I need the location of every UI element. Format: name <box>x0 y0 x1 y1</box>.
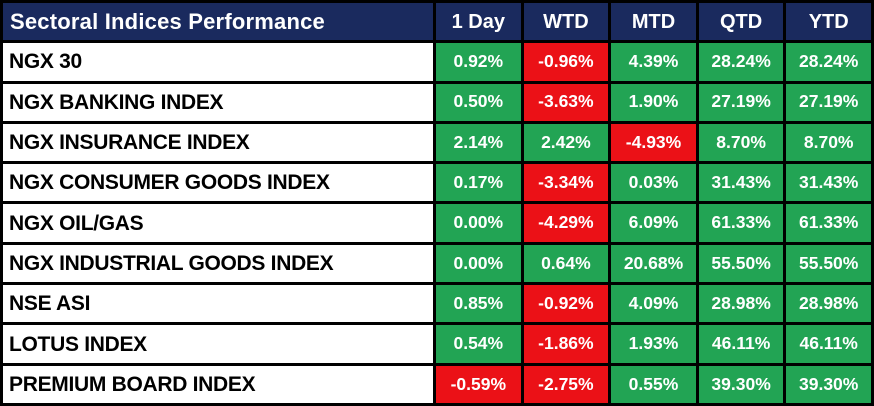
value-cell: 28.24% <box>698 43 784 81</box>
value-cell: -0.96% <box>523 43 609 81</box>
value-cell: 2.42% <box>523 123 609 162</box>
column-header-qtd: QTD <box>698 3 784 41</box>
column-header-wtd: WTD <box>523 3 609 41</box>
value-cell: -4.93% <box>611 123 696 162</box>
value-cell: -2.75% <box>523 365 609 403</box>
value-cell: 0.64% <box>523 244 609 283</box>
value-cell: 1.90% <box>611 83 696 121</box>
row-label: NGX CONSUMER GOODS INDEX <box>3 164 433 202</box>
value-cell: 0.55% <box>611 365 696 403</box>
value-cell: 4.39% <box>611 43 696 81</box>
value-cell: 1.93% <box>611 325 696 363</box>
row-label: LOTUS INDEX <box>3 325 433 363</box>
value-cell: -1.86% <box>523 325 609 363</box>
row-label: NGX 30 <box>3 43 433 81</box>
row-label: NGX INDUSTRIAL GOODS INDEX <box>3 244 433 283</box>
column-header-ytd: YTD <box>786 3 871 41</box>
value-cell: 0.50% <box>436 83 521 121</box>
value-cell: -0.92% <box>523 285 609 323</box>
table-title: Sectoral Indices Performance <box>3 3 433 41</box>
row-label: NGX OIL/GAS <box>3 204 433 242</box>
value-cell: 0.92% <box>436 43 521 81</box>
row-label: PREMIUM BOARD INDEX <box>3 365 433 403</box>
value-cell: 6.09% <box>611 204 696 242</box>
value-cell: 2.14% <box>436 123 521 162</box>
column-header-mtd: MTD <box>611 3 696 41</box>
row-label: NGX BANKING INDEX <box>3 83 433 121</box>
value-cell: 8.70% <box>786 123 871 162</box>
value-cell: 28.24% <box>786 43 871 81</box>
row-label: NGX INSURANCE INDEX <box>3 123 433 162</box>
value-cell: -0.59% <box>436 365 521 403</box>
value-cell: 46.11% <box>786 325 871 363</box>
value-cell: 0.85% <box>436 285 521 323</box>
value-cell: -3.34% <box>523 164 609 202</box>
value-cell: 28.98% <box>786 285 871 323</box>
value-cell: 39.30% <box>698 365 784 403</box>
value-cell: 31.43% <box>786 164 871 202</box>
value-cell: 0.03% <box>611 164 696 202</box>
row-label: NSE ASI <box>3 285 433 323</box>
column-header-1day: 1 Day <box>436 3 521 41</box>
value-cell: 0.00% <box>436 204 521 242</box>
value-cell: 27.19% <box>698 83 784 121</box>
value-cell: 8.70% <box>698 123 784 162</box>
value-cell: 4.09% <box>611 285 696 323</box>
value-cell: 61.33% <box>698 204 784 242</box>
value-cell: 0.00% <box>436 244 521 283</box>
value-cell: 0.54% <box>436 325 521 363</box>
value-cell: -3.63% <box>523 83 609 121</box>
value-cell: -4.29% <box>523 204 609 242</box>
value-cell: 55.50% <box>786 244 871 283</box>
value-cell: 39.30% <box>786 365 871 403</box>
value-cell: 27.19% <box>786 83 871 121</box>
value-cell: 20.68% <box>611 244 696 283</box>
value-cell: 55.50% <box>698 244 784 283</box>
value-cell: 61.33% <box>786 204 871 242</box>
value-cell: 31.43% <box>698 164 784 202</box>
value-cell: 0.17% <box>436 164 521 202</box>
value-cell: 46.11% <box>698 325 784 363</box>
value-cell: 28.98% <box>698 285 784 323</box>
